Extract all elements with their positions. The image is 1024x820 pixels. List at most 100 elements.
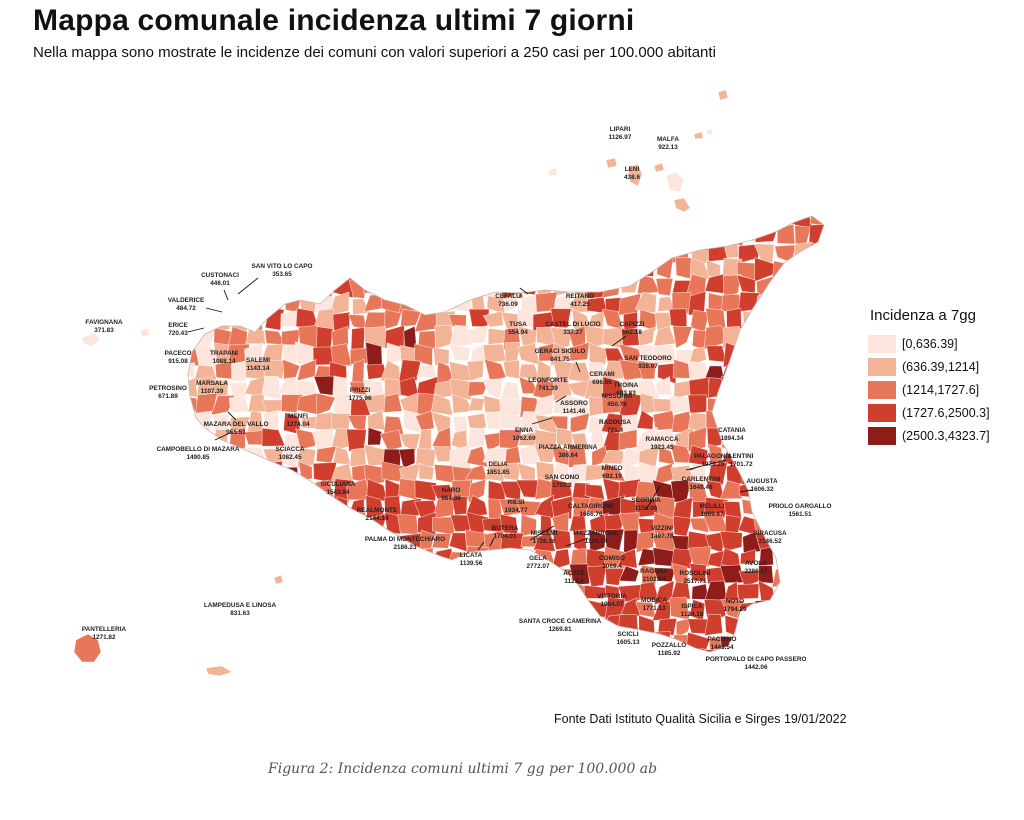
municipality-name: ACATE <box>563 570 585 577</box>
municipality-area <box>585 244 608 264</box>
municipality-area <box>311 586 334 605</box>
municipality-area <box>260 496 283 518</box>
label-leader-line <box>519 287 529 295</box>
municipality-area <box>826 380 843 400</box>
municipality-name: GERACI SICULO <box>535 348 586 355</box>
municipality-area <box>262 531 286 552</box>
municipality-incidence: 696.66 <box>592 379 612 386</box>
municipality-area <box>210 216 235 227</box>
small-island <box>705 128 714 136</box>
small-island <box>627 163 643 187</box>
municipality-area <box>228 216 253 228</box>
municipality-area <box>430 216 452 231</box>
municipality-area <box>188 461 200 486</box>
municipality-name: MALFA <box>657 136 679 143</box>
municipality-area <box>379 429 403 451</box>
municipality-area <box>501 563 523 583</box>
municipality-name: NARO <box>442 487 461 494</box>
municipality-area <box>431 533 452 549</box>
municipality-area <box>229 294 250 310</box>
small-island <box>653 162 665 173</box>
municipality-area <box>384 649 403 652</box>
municipality-area <box>397 604 422 621</box>
municipality-area <box>348 314 367 330</box>
municipality-area <box>515 499 541 517</box>
municipality-area <box>466 586 490 601</box>
municipality-area <box>366 598 388 623</box>
legend-label: [0,636.39] <box>902 336 958 351</box>
municipality-name: PRIOLO GARGALLO <box>769 503 832 510</box>
municipality-area <box>399 433 421 452</box>
municipality-area <box>261 427 286 447</box>
municipality-area <box>540 514 553 537</box>
municipality-area <box>776 223 796 245</box>
municipality-name: COMISO <box>599 555 625 562</box>
municipality-incidence: 1124.18 <box>681 611 704 618</box>
municipality-area <box>588 342 608 365</box>
municipality-area <box>313 601 335 618</box>
municipality-area <box>398 216 417 227</box>
municipality-area <box>822 274 824 294</box>
municipality-area <box>569 563 590 586</box>
municipality-area <box>790 516 814 535</box>
municipality-area <box>210 582 232 604</box>
municipality-area <box>655 277 674 297</box>
municipality-area <box>825 258 840 281</box>
municipality-incidence: 484.72 <box>176 305 196 312</box>
municipality-area <box>313 495 337 521</box>
map-land <box>73 89 843 677</box>
municipality-area <box>617 584 643 603</box>
municipality-area <box>519 216 540 231</box>
municipality-name: RADDUSA <box>599 419 631 426</box>
municipality-area <box>605 222 625 248</box>
label-leader-line <box>689 465 701 471</box>
municipality-name: VALDERICE <box>168 297 205 304</box>
municipality-area <box>297 633 320 652</box>
municipality-area <box>466 359 485 382</box>
municipality-area <box>450 258 468 282</box>
municipality-area <box>638 239 658 264</box>
municipality-area <box>753 243 775 264</box>
municipality-area <box>792 634 811 650</box>
label-leader-line <box>555 395 567 403</box>
municipality-area <box>283 599 300 623</box>
municipality-area <box>655 223 677 247</box>
municipality-area <box>586 565 607 588</box>
municipality-area <box>618 273 640 294</box>
municipality-name: PACHINO <box>708 636 737 643</box>
municipality-incidence: 1851.85 <box>486 469 510 476</box>
municipality-name: VITTORIA <box>597 593 627 600</box>
municipality-area <box>265 518 282 537</box>
municipality-area <box>231 360 250 382</box>
municipality-area <box>266 483 286 503</box>
municipality-area <box>318 258 335 282</box>
municipality-area <box>567 362 592 384</box>
municipality-area <box>277 547 300 571</box>
municipality-area <box>329 599 353 622</box>
municipality-area <box>467 427 486 448</box>
municipality-name: SAN TEODORO <box>624 355 672 362</box>
municipality-area <box>211 515 230 535</box>
municipality-area <box>549 415 568 430</box>
municipality-area <box>451 393 474 414</box>
municipality-area <box>789 259 810 282</box>
municipality-area <box>349 447 367 467</box>
municipality-area <box>362 619 387 635</box>
municipality-area <box>771 378 793 398</box>
municipality-area <box>809 483 824 501</box>
municipality-area <box>264 276 285 299</box>
municipality-area <box>212 414 229 434</box>
municipality-area <box>432 581 451 598</box>
municipality-area <box>739 328 762 347</box>
municipality-area <box>284 563 300 589</box>
municipality-area <box>536 585 556 603</box>
municipality-area <box>383 393 403 413</box>
